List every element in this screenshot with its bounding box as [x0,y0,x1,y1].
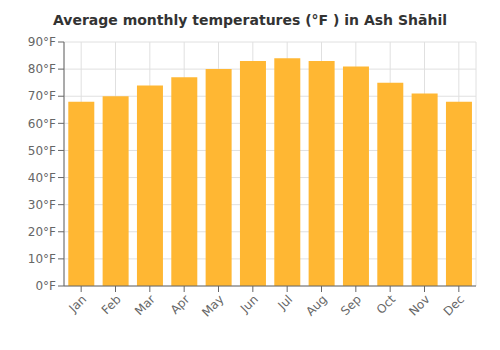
svg-text:60°F: 60°F [28,117,56,131]
svg-text:Jan: Jan [66,292,90,316]
svg-text:Feb: Feb [99,292,124,317]
svg-text:90°F: 90°F [28,35,56,49]
svg-text:May: May [199,292,226,319]
svg-text:Apr: Apr [168,292,193,317]
svg-text:30°F: 30°F [28,198,56,212]
svg-text:Nov: Nov [406,292,432,318]
svg-text:Sep: Sep [338,292,364,318]
svg-text:Jul: Jul [274,292,295,313]
svg-text:80°F: 80°F [28,62,56,76]
svg-text:Jun: Jun [237,292,261,316]
svg-text:20°F: 20°F [28,225,56,239]
svg-text:Oct: Oct [374,292,399,317]
svg-text:70°F: 70°F [28,89,56,103]
svg-text:50°F: 50°F [28,144,56,158]
svg-text:40°F: 40°F [28,171,56,185]
svg-text:Mar: Mar [132,292,158,318]
svg-text:Dec: Dec [441,292,467,318]
html-text:Average monthly temperatures (: Average monthly temperatures (°F ) in As… [53,12,447,28]
svg-text:10°F: 10°F [28,252,56,266]
svg-text:0°F: 0°F [35,279,56,293]
svg-text:Aug: Aug [303,292,329,318]
